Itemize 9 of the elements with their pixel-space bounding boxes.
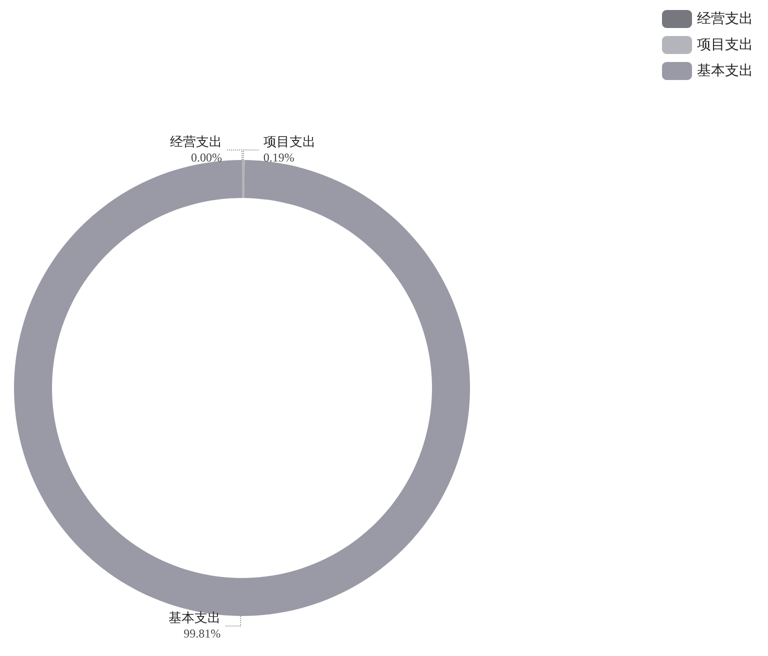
category-label: 经营支出: [170, 135, 222, 150]
data-label: 99.81%: [184, 626, 221, 640]
legend-label: 基本支出: [697, 63, 753, 79]
slice-label: 项目支出: [263, 135, 316, 150]
slice-label: 基本支出: [168, 610, 221, 626]
data-label: 0.19%: [263, 150, 294, 165]
text: 0.00%: [191, 150, 222, 164]
legend-label: 经营支出: [697, 11, 753, 27]
legend-label: 项目支出: [697, 37, 753, 53]
